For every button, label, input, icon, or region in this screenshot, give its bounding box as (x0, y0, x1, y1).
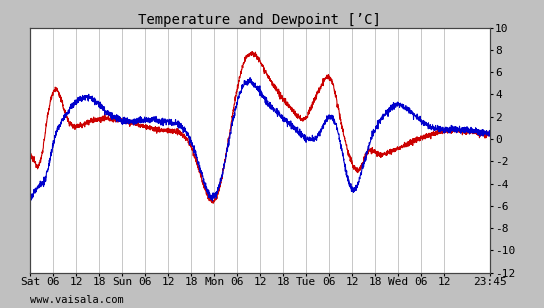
Title: Temperature and Dewpoint [’C]: Temperature and Dewpoint [’C] (138, 13, 381, 26)
Text: www.vaisala.com: www.vaisala.com (30, 295, 123, 305)
